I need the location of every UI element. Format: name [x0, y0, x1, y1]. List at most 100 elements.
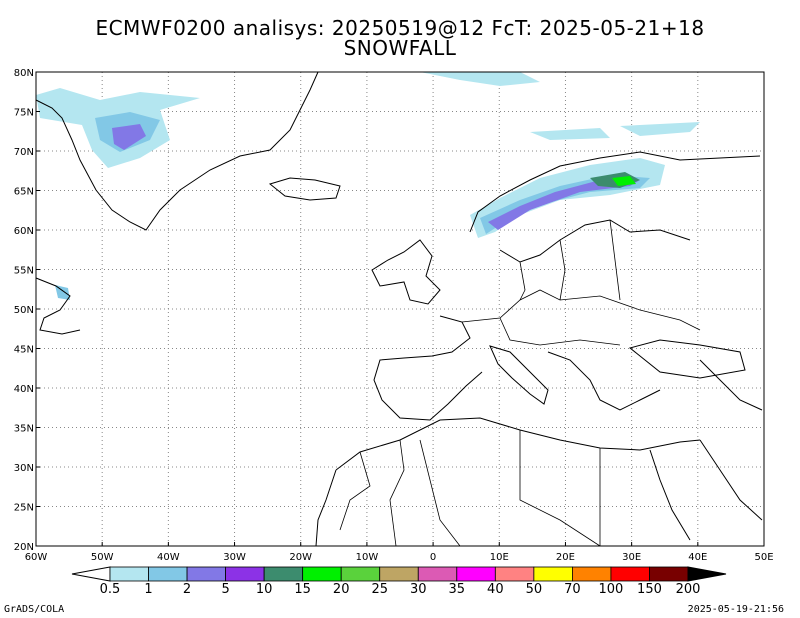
- lat-tick-label: 60N: [14, 226, 34, 237]
- lat-tick-label: 40N: [14, 384, 34, 395]
- legend-label: 35: [449, 582, 466, 597]
- lat-tick-label: 20N: [14, 542, 34, 553]
- coast-black-sea: [628, 339, 746, 379]
- snow-area-svalbard-south: [530, 128, 610, 140]
- lon-tick-label: 40W: [157, 552, 180, 563]
- lat-tick-label: 25N: [14, 503, 34, 514]
- lon-tick-label: 10W: [356, 552, 379, 563]
- axis-ticks: 60W 50W 40W 30W 20W 10W 0 10E 20E 30E 40E 50E 80N 75N…: [14, 68, 774, 563]
- coast-greenland: [35, 71, 319, 231]
- lat-lon-grid: [36, 72, 764, 546]
- legend-high-arrow: [687, 566, 727, 582]
- snow-area-arctic: [420, 72, 540, 86]
- coast-british-isles: [371, 239, 441, 305]
- snowfall-shading: [36, 72, 700, 300]
- legend-label: 200: [676, 582, 701, 597]
- software-credit: GrADS/COLA: [4, 604, 65, 615]
- lon-tick-label: 10E: [490, 552, 509, 563]
- legend-label: 40: [487, 582, 504, 597]
- legend-swatch: [186, 566, 226, 582]
- legend-swatch: [649, 566, 689, 582]
- legend-label: 30: [410, 582, 427, 597]
- color-legend: 0.5 1 2 5 10 15 20 25 30 35 40 50 70 100 150 200: [71, 566, 727, 597]
- lat-tick-label: 70N: [14, 147, 34, 158]
- legend-swatch: [572, 566, 612, 582]
- legend-label: 150: [637, 582, 662, 597]
- legend-label: 100: [599, 582, 624, 597]
- legend-swatch: [225, 566, 265, 582]
- map-subtitle: SNOWFALL: [343, 36, 457, 60]
- legend-label: 70: [564, 582, 581, 597]
- legend-swatch: [263, 566, 304, 582]
- legend-swatch: [417, 566, 458, 582]
- lon-tick-label: 30E: [622, 552, 641, 563]
- coast-baltic: [499, 219, 691, 263]
- legend-label: 0.5: [100, 582, 121, 597]
- snow-area-lapland-max: [612, 176, 636, 186]
- country-borders: [339, 219, 701, 547]
- border-7: [519, 430, 601, 547]
- snow-area-greenland-peak: [112, 124, 146, 150]
- legend-swatch: [533, 566, 573, 582]
- coast-scandinavia: [469, 151, 761, 233]
- border-5: [609, 219, 621, 301]
- legend-swatch: [456, 566, 496, 582]
- coast-nile-region: [649, 449, 691, 541]
- snow-area-scandinavia-mid: [480, 175, 650, 234]
- coast-italy: [489, 345, 549, 405]
- legend-swatch: [379, 566, 419, 582]
- coast-north-africa: [335, 417, 701, 471]
- legend-label: 2: [183, 582, 191, 597]
- coast-newfoundland: [35, 277, 81, 335]
- legend-label: 10: [256, 582, 273, 597]
- legend-label: 1: [144, 582, 152, 597]
- lat-tick-label: 80N: [14, 68, 34, 79]
- legend-swatch: [494, 566, 535, 582]
- border-1: [461, 289, 701, 331]
- lat-tick-label: 35N: [14, 424, 34, 435]
- lon-tick-label: 20W: [289, 552, 312, 563]
- lat-tick-label: 45N: [14, 345, 34, 356]
- legend-swatch: [610, 566, 650, 582]
- legend-label: 15: [294, 582, 311, 597]
- lat-tick-label: 30N: [14, 463, 34, 474]
- lon-tick-label: 60W: [25, 552, 48, 563]
- lon-tick-label: 0: [430, 552, 436, 563]
- lat-tick-label: 55N: [14, 266, 34, 277]
- snow-area-newfoundland: [55, 285, 70, 300]
- legend-swatch: [148, 566, 188, 582]
- snow-area-barents: [620, 122, 700, 136]
- coast-west-africa: [315, 469, 337, 547]
- border-6: [419, 439, 461, 547]
- legend-swatch: [302, 566, 342, 582]
- legend-low-arrow: [71, 566, 111, 582]
- border-3: [519, 261, 526, 301]
- legend-label: 20: [333, 582, 350, 597]
- lat-tick-label: 65N: [14, 187, 34, 198]
- lon-tick-label: 20E: [556, 552, 575, 563]
- lon-tick-label: 50E: [754, 552, 773, 563]
- legend-swatch: [340, 566, 381, 582]
- border-4: [559, 239, 566, 301]
- lat-tick-label: 50N: [14, 305, 34, 316]
- coast-balkans: [547, 351, 661, 411]
- coast-iceland: [268, 177, 341, 201]
- lon-tick-label: 50W: [91, 552, 114, 563]
- lon-tick-label: 30W: [223, 552, 246, 563]
- map-title: ECMWF0200 analisys: 20250519@12 FcT: 202…: [95, 16, 705, 40]
- coast-middle-east: [699, 359, 763, 411]
- render-timestamp: 2025-05-19-21:56: [687, 604, 784, 615]
- coast-red-sea-east: [699, 439, 763, 521]
- legend-swatch: [109, 566, 149, 582]
- lat-tick-label: 75N: [14, 108, 34, 119]
- border-2: [499, 317, 621, 346]
- lon-tick-label: 40E: [688, 552, 707, 563]
- border-10: [389, 439, 405, 547]
- coast-west-europe: [373, 315, 483, 421]
- legend-label: 50: [526, 582, 543, 597]
- legend-label: 5: [221, 582, 229, 597]
- border-9: [339, 451, 371, 531]
- coastlines: [35, 71, 763, 547]
- legend-label: 25: [371, 582, 388, 597]
